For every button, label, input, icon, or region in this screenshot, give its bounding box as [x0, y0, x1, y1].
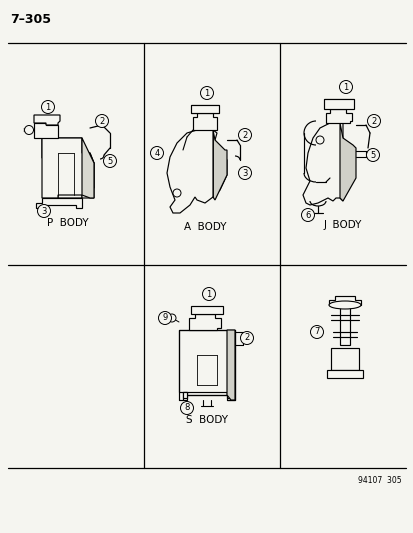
- Text: 2: 2: [244, 334, 249, 343]
- Text: A  BODY: A BODY: [183, 222, 225, 232]
- Polygon shape: [323, 99, 353, 109]
- Circle shape: [41, 101, 55, 114]
- Polygon shape: [330, 348, 358, 370]
- Polygon shape: [190, 105, 218, 113]
- Circle shape: [315, 136, 323, 144]
- Circle shape: [200, 86, 213, 100]
- Text: 8: 8: [184, 403, 189, 413]
- Text: 2: 2: [370, 117, 376, 125]
- Polygon shape: [42, 138, 94, 198]
- Text: 94107  305: 94107 305: [358, 477, 401, 486]
- Circle shape: [180, 401, 193, 415]
- Text: 2: 2: [242, 131, 247, 140]
- Circle shape: [310, 326, 323, 338]
- Ellipse shape: [328, 301, 360, 309]
- Circle shape: [301, 208, 314, 222]
- Polygon shape: [339, 123, 355, 201]
- Text: 3: 3: [242, 168, 247, 177]
- Circle shape: [95, 115, 108, 127]
- Polygon shape: [326, 370, 362, 378]
- Text: S  BODY: S BODY: [185, 415, 228, 425]
- Polygon shape: [178, 330, 235, 400]
- Text: 6: 6: [304, 211, 310, 220]
- Polygon shape: [212, 130, 226, 200]
- Polygon shape: [36, 198, 82, 208]
- Polygon shape: [183, 392, 230, 398]
- Text: 7: 7: [313, 327, 319, 336]
- Polygon shape: [339, 305, 349, 345]
- Circle shape: [158, 311, 171, 325]
- Circle shape: [168, 314, 176, 322]
- Text: P  BODY: P BODY: [47, 218, 89, 228]
- Text: 9: 9: [162, 313, 167, 322]
- Polygon shape: [42, 138, 94, 198]
- Circle shape: [238, 166, 251, 180]
- Circle shape: [238, 128, 251, 141]
- Circle shape: [38, 205, 50, 217]
- Polygon shape: [190, 306, 223, 314]
- Polygon shape: [192, 113, 216, 130]
- Polygon shape: [189, 314, 221, 330]
- Text: 2: 2: [99, 117, 104, 125]
- Polygon shape: [34, 123, 58, 138]
- Text: 7–305: 7–305: [10, 12, 51, 26]
- Text: 1: 1: [45, 102, 50, 111]
- Polygon shape: [325, 109, 351, 123]
- Text: 4: 4: [154, 149, 159, 157]
- Polygon shape: [328, 296, 360, 305]
- Polygon shape: [226, 330, 235, 400]
- Circle shape: [103, 155, 116, 167]
- Text: J  BODY: J BODY: [323, 220, 361, 230]
- Circle shape: [240, 332, 253, 344]
- Text: 3: 3: [41, 206, 47, 215]
- Polygon shape: [166, 130, 226, 213]
- Text: 5: 5: [370, 150, 375, 159]
- Circle shape: [173, 189, 180, 197]
- Circle shape: [339, 80, 351, 93]
- Text: 1: 1: [206, 289, 211, 298]
- Polygon shape: [302, 123, 342, 205]
- Circle shape: [24, 125, 33, 134]
- Text: 1: 1: [204, 88, 209, 98]
- Circle shape: [202, 287, 215, 301]
- Polygon shape: [34, 115, 60, 125]
- Text: 1: 1: [342, 83, 348, 92]
- Circle shape: [366, 149, 379, 161]
- Circle shape: [367, 115, 380, 127]
- Polygon shape: [82, 138, 94, 198]
- Circle shape: [150, 147, 163, 159]
- Text: 5: 5: [107, 157, 112, 166]
